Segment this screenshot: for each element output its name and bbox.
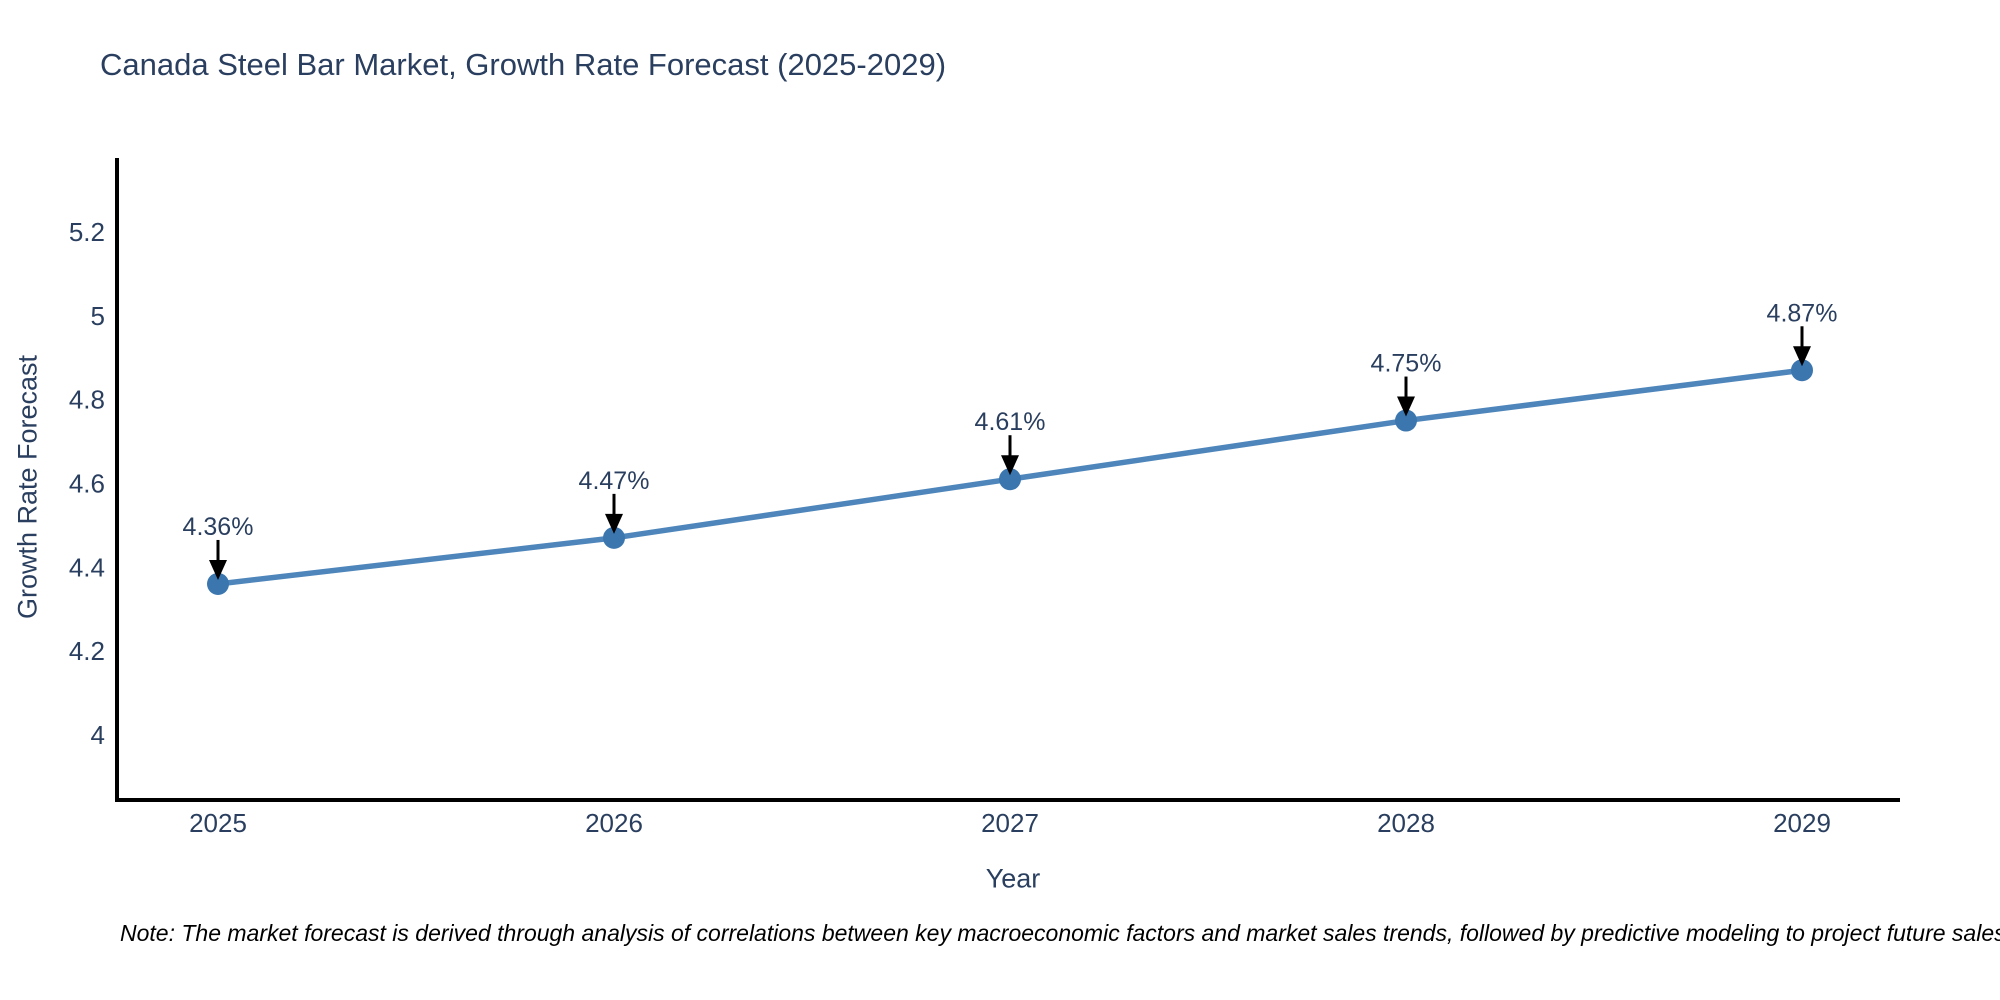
y-tick-label: 4.2 [69, 636, 105, 666]
y-tick-label: 4 [91, 720, 105, 750]
annotation-arrow-head [1397, 396, 1415, 417]
data-point-marker[interactable] [999, 468, 1021, 491]
point-annotation: 4.61% [975, 408, 1046, 436]
data-point-marker[interactable] [603, 526, 625, 549]
x-tick-label: 2025 [189, 808, 247, 838]
data-point-marker[interactable] [1791, 359, 1813, 382]
x-axis-title: Year [986, 863, 1041, 893]
annotation-arrow-head [1793, 346, 1811, 367]
annotation-arrow-head [605, 513, 623, 534]
y-tick-label: 4.4 [69, 552, 105, 582]
point-annotation: 4.75% [1371, 350, 1442, 378]
x-tick-label: 2027 [981, 808, 1039, 838]
y-tick-label: 4.8 [69, 385, 105, 415]
chart-title: Canada Steel Bar Market, Growth Rate For… [100, 47, 947, 82]
point-annotation: 4.47% [579, 467, 650, 495]
x-tick-label: 2029 [1773, 808, 1831, 838]
footnote: Note: The market forecast is derived thr… [120, 920, 2000, 946]
y-tick-label: 5.2 [69, 217, 105, 247]
data-point-marker[interactable] [207, 572, 229, 595]
y-tick-label: 5 [91, 301, 105, 331]
x-tick-label: 2026 [585, 808, 643, 838]
annotation-arrow-head [1001, 455, 1019, 476]
annotation-arrow-head [209, 559, 227, 580]
data-point-marker[interactable] [1395, 409, 1417, 432]
y-tick-label: 4.6 [69, 469, 105, 499]
point-annotation: 4.36% [183, 513, 254, 541]
x-tick-label: 2028 [1377, 808, 1435, 838]
point-annotation: 4.87% [1767, 299, 1838, 327]
y-axis-title: Growth Rate Forecast [12, 354, 42, 619]
